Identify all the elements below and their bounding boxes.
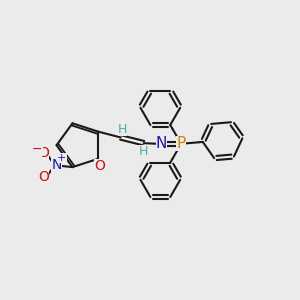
Text: H: H xyxy=(138,145,148,158)
Text: P: P xyxy=(176,136,186,151)
Text: +: + xyxy=(57,154,67,164)
Text: O: O xyxy=(38,146,49,161)
Text: −: − xyxy=(32,143,43,156)
Text: N: N xyxy=(156,136,167,151)
Text: N: N xyxy=(51,158,62,172)
Text: H: H xyxy=(118,123,127,136)
Text: O: O xyxy=(38,170,49,184)
Text: O: O xyxy=(94,159,105,173)
